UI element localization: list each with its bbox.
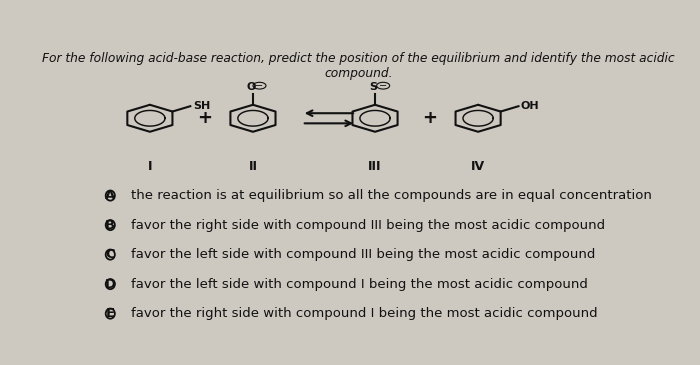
Text: the reaction is at equilibrium so all the compounds are in equal concentration: the reaction is at equilibrium so all th… (131, 189, 652, 202)
Text: C: C (106, 248, 115, 261)
Text: +: + (197, 109, 211, 127)
Text: −: − (379, 81, 387, 91)
Text: E: E (106, 307, 115, 320)
Text: B: B (105, 219, 116, 231)
Text: favor the right side with compound I being the most acidic compound: favor the right side with compound I bei… (131, 307, 598, 320)
Text: D: D (105, 278, 116, 291)
Text: II: II (248, 160, 258, 173)
Text: SH: SH (193, 101, 210, 111)
Text: O: O (246, 82, 256, 92)
Text: OH: OH (521, 101, 539, 111)
Text: S: S (370, 82, 377, 92)
Text: +: + (422, 109, 437, 127)
Text: favor the left side with compound III being the most acidic compound: favor the left side with compound III be… (131, 248, 595, 261)
Text: For the following acid-base reaction, predict the position of the equilibrium an: For the following acid-base reaction, pr… (43, 52, 675, 80)
Text: favor the right side with compound III being the most acidic compound: favor the right side with compound III b… (131, 219, 605, 231)
Text: A: A (105, 189, 116, 202)
Text: favor the left side with compound I being the most acidic compound: favor the left side with compound I bein… (131, 278, 588, 291)
Text: III: III (368, 160, 382, 173)
Text: I: I (148, 160, 152, 173)
Text: IV: IV (471, 160, 485, 173)
Text: −: − (256, 81, 263, 91)
